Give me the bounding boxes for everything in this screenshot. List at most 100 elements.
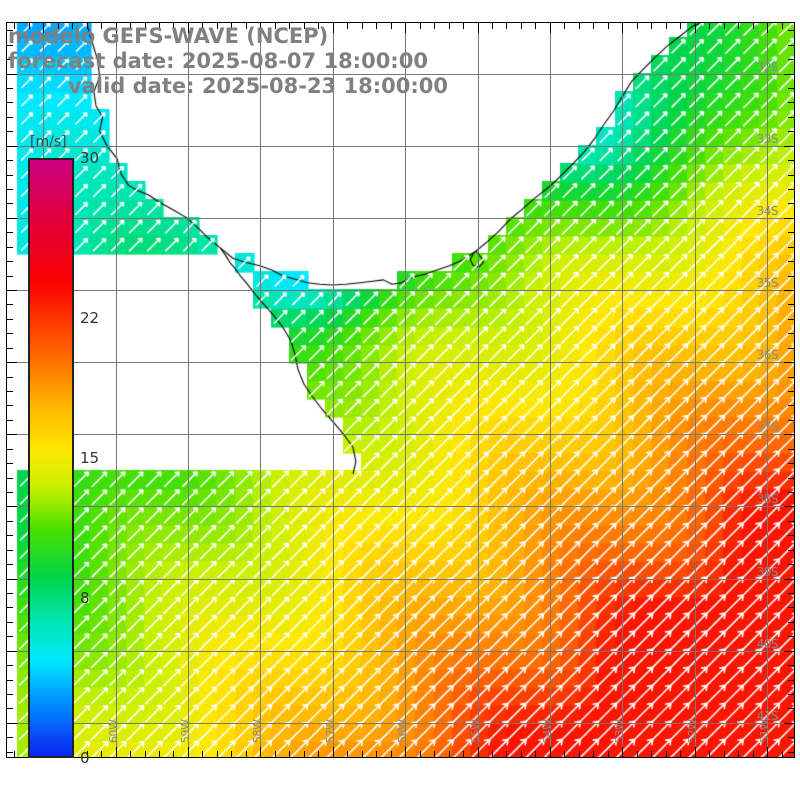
y-tick: [7, 102, 13, 103]
colorbar-tick-label: 0: [80, 749, 90, 767]
x-tick: [246, 23, 247, 29]
x-tick: [101, 23, 102, 29]
x-tick: [492, 751, 493, 757]
y-tick: [7, 131, 13, 132]
x-tick: [695, 23, 696, 33]
y-tick: [788, 348, 794, 349]
gridline-vertical: [188, 23, 189, 757]
y-axis-label: 33S: [756, 132, 779, 146]
y-tick: [788, 665, 794, 666]
x-tick: [434, 751, 435, 757]
y-tick: [788, 564, 794, 565]
colorbar-tick-label: 30: [80, 149, 100, 167]
y-tick: [784, 506, 794, 507]
y-tick: [7, 492, 13, 493]
y-axis-label: 41S: [756, 709, 779, 723]
y-tick: [788, 521, 794, 522]
y-tick: [788, 593, 794, 594]
gridline-horizontal: [7, 506, 794, 507]
y-tick: [788, 333, 794, 334]
x-tick: [188, 747, 189, 757]
y-tick: [788, 607, 794, 608]
y-axis-label: 32S: [756, 60, 779, 74]
x-axis-label: 52W: [686, 719, 699, 743]
y-tick: [788, 752, 794, 753]
x-tick: [217, 23, 218, 29]
x-tick: [767, 23, 768, 33]
gridline-vertical: [622, 23, 623, 757]
gridline-horizontal: [7, 651, 794, 652]
y-tick: [784, 146, 794, 147]
x-tick: [506, 751, 507, 757]
y-axis-label: 38S: [756, 492, 779, 506]
x-tick: [666, 751, 667, 757]
x-tick: [782, 23, 783, 29]
x-tick: [362, 23, 363, 29]
y-tick: [7, 377, 13, 378]
y-tick: [788, 59, 794, 60]
x-tick: [145, 23, 146, 29]
gridline-vertical: [478, 23, 479, 757]
x-tick: [318, 751, 319, 757]
y-tick: [788, 478, 794, 479]
y-tick: [784, 362, 794, 363]
y-tick: [7, 449, 13, 450]
x-tick: [550, 747, 551, 757]
colorbar-tick-label: 15: [80, 449, 100, 467]
y-tick: [784, 218, 794, 219]
gridline-horizontal: [7, 74, 794, 75]
x-tick: [593, 23, 594, 29]
x-tick: [43, 23, 44, 33]
y-axis-label: 35S: [756, 276, 779, 290]
x-tick: [608, 751, 609, 757]
x-tick: [680, 23, 681, 29]
y-tick: [7, 463, 13, 464]
y-tick: [7, 146, 17, 147]
x-tick: [564, 23, 565, 29]
y-tick: [7, 218, 17, 219]
x-tick: [434, 23, 435, 29]
x-tick: [14, 751, 15, 757]
y-tick: [7, 550, 13, 551]
x-tick: [347, 751, 348, 757]
y-tick: [7, 737, 13, 738]
x-tick: [709, 751, 710, 757]
y-tick: [7, 521, 13, 522]
gridline-vertical: [116, 23, 117, 757]
gridline-horizontal: [7, 146, 794, 147]
x-tick: [173, 23, 174, 29]
x-tick: [145, 751, 146, 757]
x-tick: [478, 23, 479, 33]
x-tick: [550, 23, 551, 33]
x-tick: [159, 23, 160, 29]
y-tick: [7, 405, 13, 406]
x-tick: [14, 23, 15, 29]
y-tick: [788, 131, 794, 132]
x-tick: [564, 751, 565, 757]
plot-area[interactable]: 61W60W59W58W57W56W55W54W53W52W51W 32S33S…: [6, 22, 795, 758]
gridline-horizontal: [7, 579, 794, 580]
x-tick: [318, 23, 319, 29]
y-tick: [7, 88, 13, 89]
x-tick: [87, 751, 88, 757]
y-tick: [788, 449, 794, 450]
x-tick: [753, 751, 754, 757]
x-tick: [709, 23, 710, 29]
x-tick: [535, 751, 536, 757]
y-axis-label: 34S: [756, 204, 779, 218]
y-tick: [788, 377, 794, 378]
gridline-horizontal: [7, 362, 794, 363]
x-tick: [521, 23, 522, 29]
colorbar[interactable]: [m/s] 30 22 15 8 0: [28, 134, 99, 767]
y-tick: [7, 261, 13, 262]
y-axis-label: 36S: [756, 348, 779, 362]
y-tick: [7, 74, 17, 75]
x-tick: [87, 23, 88, 29]
y-tick: [784, 579, 794, 580]
y-tick: [7, 434, 17, 435]
x-tick: [116, 23, 117, 33]
x-axis-label: 56W: [396, 719, 409, 743]
y-tick: [788, 694, 794, 695]
gridline-horizontal: [7, 290, 794, 291]
y-tick: [788, 160, 794, 161]
